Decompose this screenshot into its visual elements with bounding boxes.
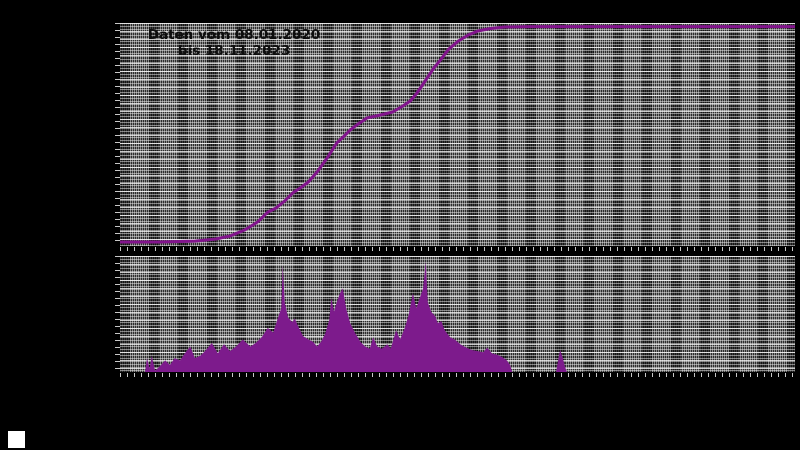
upper-chart-panel: Daten vom 08.01.2020 bis 18.11.2023 [120, 23, 795, 246]
upper-left-axis-ticks [115, 23, 120, 246]
watermark-square [8, 431, 25, 448]
daily-area [120, 261, 795, 372]
lower-left-axis-ticks [115, 256, 120, 372]
lower-chart-panel [120, 256, 795, 372]
lower-bottom-axis-ticks [120, 373, 795, 377]
cumulative-line-plot [120, 25, 795, 244]
daily-area-plot [120, 261, 795, 372]
upper-bottom-axis-ticks [120, 247, 795, 251]
cumulative-line [120, 25, 795, 244]
